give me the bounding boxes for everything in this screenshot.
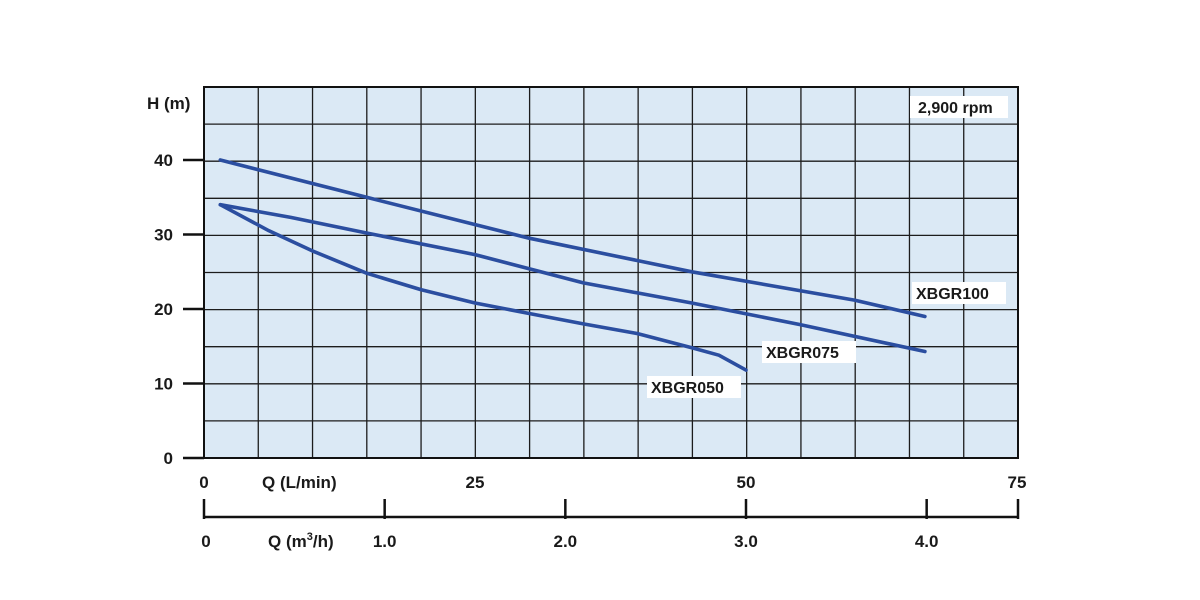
series-line-xbgr075 xyxy=(218,202,927,354)
rpm-annotation: 2,900 rpm xyxy=(918,100,993,117)
x-tick-label-lmin: 0 xyxy=(199,473,208,492)
x-axis-label-m3h: Q (m3/h) xyxy=(268,531,334,551)
y-tick-label: 30 xyxy=(154,226,173,245)
series-line-xbgr100 xyxy=(218,158,927,319)
axes-layer: H (m) 0 10 20 30 40 0 25 50 75 Q (L/min) 0 1.0 2.0 3.0… xyxy=(147,94,1026,551)
y-tick-label: 0 xyxy=(164,449,173,468)
x-tick-label-m3h: 4.0 xyxy=(915,532,939,551)
y-axis-label: H (m) xyxy=(147,94,190,113)
series-layer xyxy=(218,158,927,372)
y-tick-label: 40 xyxy=(154,151,173,170)
labels-layer: XBGR100 XBGR075 XBGR050 2,900 rpm xyxy=(647,96,1008,398)
y-tick-label: 20 xyxy=(154,300,173,319)
x-tick-label-lmin: 75 xyxy=(1008,473,1027,492)
grid-lines xyxy=(204,87,1018,458)
series-label-xbgr050: XBGR050 xyxy=(651,380,724,397)
x-tick-label-lmin: 25 xyxy=(466,473,485,492)
x-tick-label-m3h: 3.0 xyxy=(734,532,758,551)
y-tick-label: 10 xyxy=(154,375,173,394)
series-label-xbgr075: XBGR075 xyxy=(766,345,839,362)
series-label-bg xyxy=(647,376,741,398)
x-tick-label-m3h: 1.0 xyxy=(373,532,397,551)
rpm-label-bg xyxy=(910,96,1008,118)
x-axis-label-lmin: Q (L/min) xyxy=(262,473,337,492)
plot-frame xyxy=(203,86,1019,459)
series-label-bg xyxy=(762,341,856,363)
x-tick-label-m3h: 2.0 xyxy=(554,532,578,551)
series-label-xbgr100: XBGR100 xyxy=(916,286,989,303)
series-label-bg xyxy=(912,282,1006,304)
series-line-xbgr050 xyxy=(218,202,748,372)
x-tick-label-lmin: 50 xyxy=(737,473,756,492)
x-tick-label-m3h: 0 xyxy=(201,532,210,551)
